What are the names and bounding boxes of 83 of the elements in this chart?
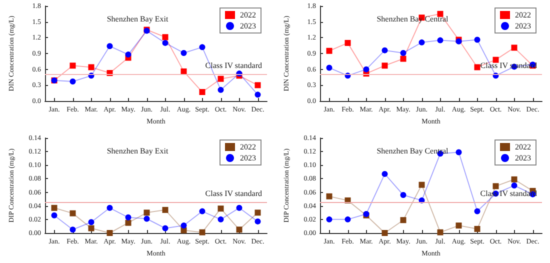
- text: Shenzhen Bay Central: [376, 146, 450, 156]
- point: [218, 86, 224, 93]
- point: [326, 216, 332, 222]
- point: [218, 206, 224, 212]
- point: [418, 182, 425, 188]
- point: [199, 229, 206, 236]
- point: [254, 218, 261, 224]
- point: [144, 210, 150, 216]
- point: [162, 40, 168, 46]
- point: [326, 64, 332, 71]
- legend-label: 2022: [515, 142, 531, 152]
- point: [400, 192, 406, 198]
- text: Shenzhen Bay Exit: [106, 14, 169, 24]
- ref-line-label: Class IV standard: [205, 61, 262, 70]
- point: [474, 64, 480, 70]
- point: [382, 170, 388, 177]
- point: [382, 47, 388, 54]
- point: [125, 214, 132, 220]
- point: [218, 76, 224, 82]
- point: [382, 62, 388, 69]
- legend-label: 2022: [515, 10, 531, 20]
- point: [326, 48, 332, 54]
- legend-label: 2023: [240, 22, 256, 30]
- point: [456, 149, 462, 156]
- point: [363, 66, 370, 72]
- ref-line-label: Class IV standard: [205, 188, 262, 198]
- point: [106, 43, 113, 50]
- point: [106, 230, 113, 236]
- point: [162, 225, 168, 232]
- point: [199, 208, 206, 214]
- legend-label: 2023: [515, 154, 531, 162]
- point: [70, 78, 76, 84]
- point: [88, 225, 94, 232]
- point: [254, 92, 261, 98]
- point: [456, 222, 462, 229]
- point: [218, 216, 224, 222]
- point: [400, 217, 406, 224]
- legend-label: 2023: [240, 154, 256, 162]
- point: [492, 183, 499, 190]
- point: [180, 222, 187, 229]
- point: [474, 226, 480, 232]
- text: Shenzhen Bay Central: [376, 14, 450, 24]
- point: [437, 37, 444, 44]
- point: [382, 230, 388, 236]
- point: [344, 216, 351, 222]
- point: [511, 44, 518, 51]
- point: [180, 227, 187, 234]
- point: [492, 56, 499, 63]
- point: [199, 44, 206, 50]
- point: [70, 226, 76, 233]
- point: [344, 40, 351, 46]
- point: [51, 204, 58, 211]
- point: [125, 52, 132, 58]
- point: [326, 193, 332, 200]
- point: [125, 220, 132, 226]
- point: [88, 219, 94, 226]
- point: [180, 68, 187, 74]
- text: Shenzhen Bay Exit: [106, 146, 169, 156]
- point: [70, 210, 76, 216]
- point: [474, 208, 480, 214]
- point: [254, 210, 261, 216]
- point: [511, 176, 518, 182]
- point: [400, 56, 406, 62]
- point: [511, 182, 518, 188]
- point: [418, 39, 425, 46]
- point: [88, 64, 94, 70]
- point: [51, 212, 58, 218]
- point: [400, 50, 406, 56]
- point: [162, 206, 168, 213]
- point: [199, 89, 206, 96]
- point: [106, 204, 113, 211]
- point: [180, 50, 187, 56]
- point: [254, 82, 261, 88]
- point: [70, 62, 76, 69]
- point: [236, 204, 242, 211]
- point: [236, 226, 242, 233]
- legend-label: 2022: [240, 142, 256, 152]
- legend-label: 2023: [515, 22, 531, 30]
- point: [437, 229, 444, 236]
- legend-label: 2022: [240, 10, 256, 20]
- point: [144, 216, 150, 222]
- point: [162, 34, 168, 40]
- point: [474, 36, 480, 43]
